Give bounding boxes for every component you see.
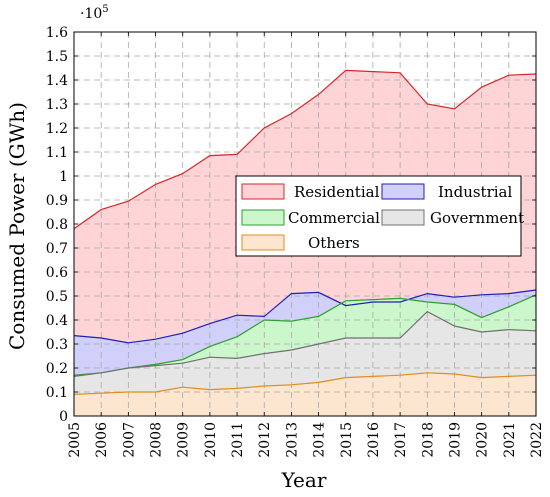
y-axis-ticks: 0 0.1 0.2 0.3 0.4 0.5 0.6 0.7 0.8 0.9 1 1.1 1.2 1.3 1.… bbox=[46, 25, 536, 425]
x-tick-label: 2010 bbox=[203, 422, 219, 458]
y-multiplier-exponent: 5 bbox=[102, 4, 108, 15]
x-tick-label: 2011 bbox=[230, 422, 246, 458]
y-multiplier-base: ·10 bbox=[80, 6, 102, 22]
x-tick-label: 2020 bbox=[475, 422, 491, 458]
x-tick-label: 2016 bbox=[366, 422, 382, 458]
area-others bbox=[74, 372, 536, 416]
x-tick-label: 2005 bbox=[67, 422, 83, 458]
x-tick-label: 2021 bbox=[502, 422, 518, 458]
y-tick-label: 0.1 bbox=[46, 385, 68, 401]
y-tick-label: 1.1 bbox=[46, 145, 68, 161]
line-residential bbox=[73, 69, 537, 230]
legend-swatch-residential bbox=[241, 183, 285, 200]
legend-swatch-commercial bbox=[241, 209, 285, 226]
x-tick-label: 2012 bbox=[257, 422, 273, 458]
x-axis-ticks: 2005 2006 2007 2008 2009 2010 2011 2012 2013 2014… bbox=[67, 32, 545, 458]
y-tick-label: 0.5 bbox=[46, 289, 68, 305]
x-tick-label: 2008 bbox=[149, 422, 165, 458]
y-multiplier-label: ·105 bbox=[80, 4, 109, 22]
legend-swatch-others bbox=[241, 234, 285, 251]
line-others bbox=[73, 372, 537, 395]
x-tick-label: 2019 bbox=[447, 422, 463, 458]
legend-swatch-industrial bbox=[381, 183, 425, 200]
x-tick-label: 2022 bbox=[529, 422, 545, 458]
legend-swatch-government bbox=[381, 209, 425, 226]
y-tick-label: 0 bbox=[59, 409, 68, 425]
x-tick-label: 2015 bbox=[339, 422, 355, 458]
y-tick-label: 0.8 bbox=[46, 217, 68, 233]
y-tick-label: 1.5 bbox=[46, 49, 68, 65]
x-tick-label: 2017 bbox=[393, 422, 409, 458]
y-tick-label: 0.3 bbox=[46, 337, 68, 353]
legend-label-government: Government bbox=[430, 209, 524, 227]
x-tick-label: 2013 bbox=[284, 422, 300, 458]
line-industrial bbox=[73, 289, 537, 344]
legend-label-residential: Residential bbox=[294, 183, 380, 201]
x-tick-label: 2014 bbox=[312, 422, 328, 458]
line-commercial bbox=[73, 294, 537, 376]
y-tick-label: 1 bbox=[59, 169, 68, 185]
legend-label-others: Others bbox=[308, 234, 360, 252]
x-axis-title: Year bbox=[281, 468, 327, 492]
y-tick-label: 0.7 bbox=[46, 241, 68, 257]
y-tick-label: 1.2 bbox=[46, 121, 68, 137]
y-tick-label: 1.3 bbox=[46, 97, 68, 113]
x-tick-label: 2009 bbox=[176, 422, 192, 458]
y-tick-label: 0.2 bbox=[46, 361, 68, 377]
y-tick-label: 1.4 bbox=[46, 73, 68, 89]
series-lines-layer bbox=[73, 69, 537, 395]
x-tick-label: 2006 bbox=[94, 422, 110, 458]
x-tick-label: 2007 bbox=[121, 422, 137, 458]
y-tick-label: 0.6 bbox=[46, 265, 68, 281]
line-government bbox=[73, 310, 537, 377]
y-tick-label: 0.4 bbox=[46, 313, 68, 329]
legend-label-industrial: Industrial bbox=[438, 183, 512, 201]
x-tick-label: 2018 bbox=[420, 422, 436, 458]
y-axis-title: Consumed Power (GWh) bbox=[5, 102, 29, 350]
legend: Residential Industrial Commercial Governmen… bbox=[235, 175, 524, 257]
y-tick-label: 1.6 bbox=[46, 25, 68, 41]
legend-label-commercial: Commercial bbox=[288, 209, 380, 227]
y-tick-label: 0.9 bbox=[46, 193, 68, 209]
